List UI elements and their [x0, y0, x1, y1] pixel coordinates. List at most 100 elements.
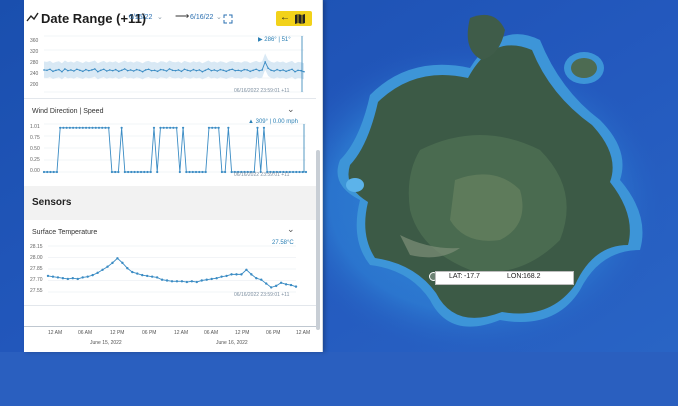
- data-point: [256, 126, 259, 129]
- time-tick: 06 PM: [266, 330, 281, 336]
- data-point: [285, 170, 288, 174]
- data-point: [180, 70, 183, 73]
- data-point: [139, 170, 143, 174]
- data-point: [279, 281, 283, 284]
- data-point: [282, 170, 285, 174]
- time-tick: 06 AM: [204, 330, 219, 336]
- time-tick: 12 AM: [174, 330, 189, 336]
- chevron-down-icon[interactable]: ⌄: [287, 224, 295, 234]
- data-point: [231, 68, 234, 71]
- y-tick: 27.70: [30, 277, 43, 283]
- coordinate-readout: [435, 271, 574, 285]
- data-point: [102, 68, 105, 71]
- data-point: [270, 286, 273, 289]
- temperature-line-chart[interactable]: [46, 245, 298, 293]
- data-point: [156, 70, 159, 73]
- data-point: [191, 170, 194, 174]
- data-point: [126, 170, 130, 174]
- data-point: [155, 276, 159, 279]
- data-point: [96, 271, 99, 275]
- data-point: [86, 275, 89, 278]
- lon-value: 168.2: [523, 273, 541, 280]
- data-point: [126, 267, 129, 270]
- data-point: [185, 280, 189, 284]
- y-tick: 360: [30, 38, 39, 44]
- data-point: [304, 170, 308, 174]
- divider: [24, 305, 316, 306]
- data-point: [210, 277, 213, 281]
- data-point: [61, 277, 65, 280]
- start-date[interactable]: 6/15/22: [129, 14, 153, 21]
- data-point: [165, 70, 168, 72]
- chevron-down-icon[interactable]: ⌄: [287, 104, 295, 114]
- data-point: [85, 68, 87, 71]
- data-point: [56, 276, 60, 279]
- data-point: [123, 170, 126, 174]
- data-point: [46, 69, 48, 72]
- data-point: [294, 285, 298, 288]
- data-point: [58, 68, 60, 71]
- y-tick: 320: [30, 49, 39, 55]
- data-point: [298, 170, 301, 174]
- data-point: [111, 69, 114, 72]
- data-point: [78, 126, 81, 129]
- expand-icon[interactable]: [223, 14, 233, 24]
- chevron-down-icon[interactable]: ⌄: [216, 14, 222, 21]
- data-point: [81, 126, 84, 129]
- data-point: [291, 170, 295, 174]
- data-point: [94, 68, 96, 70]
- data-point: [291, 68, 293, 71]
- data-point: [96, 70, 99, 73]
- data-point: [249, 170, 253, 174]
- data-point: [138, 69, 141, 72]
- data-point: [105, 70, 108, 72]
- data-point: [46, 274, 50, 278]
- data-point: [64, 68, 66, 70]
- data-point: [123, 68, 126, 70]
- data-point: [194, 170, 198, 174]
- data-point: [205, 278, 208, 281]
- data-point: [246, 69, 249, 71]
- data-point: [265, 282, 268, 285]
- data-point: [172, 126, 175, 129]
- data-point: [88, 126, 91, 129]
- end-date[interactable]: 6/16/22: [190, 14, 214, 21]
- data-point: [147, 68, 150, 71]
- data-point: [107, 126, 110, 129]
- data-point: [240, 170, 243, 174]
- data-point: [55, 170, 59, 174]
- data-point: [183, 68, 186, 71]
- data-point: [55, 69, 57, 72]
- chevron-down-icon[interactable]: ⌄: [157, 14, 163, 21]
- data-point: [233, 170, 236, 174]
- data-point: [156, 170, 159, 174]
- data-point: [222, 69, 225, 72]
- data-point: [52, 70, 54, 73]
- data-point: [162, 126, 165, 129]
- y-tick: 240: [30, 71, 39, 77]
- direction-line-chart[interactable]: [43, 35, 305, 93]
- data-point: [114, 170, 117, 174]
- trend-icon: [26, 12, 39, 22]
- data-point: [207, 126, 211, 129]
- wind-line-chart[interactable]: [42, 123, 308, 174]
- back-button[interactable]: ←: [276, 11, 312, 26]
- day-label: June 16, 2022: [216, 340, 248, 346]
- scrollbar[interactable]: [316, 150, 320, 330]
- data-point: [219, 68, 222, 71]
- data-point: [91, 126, 94, 129]
- sensors-heading: Sensors: [32, 197, 72, 208]
- data-point: [250, 273, 253, 276]
- y-tick: 280: [30, 60, 39, 66]
- time-tick: 12 AM: [48, 330, 63, 336]
- data-point: [72, 126, 75, 129]
- data-point: [289, 283, 293, 287]
- data-point: [253, 170, 256, 174]
- temperature-readout: 27.58°C: [272, 240, 294, 246]
- data-point: [270, 69, 272, 72]
- data-point: [236, 170, 240, 174]
- data-point: [66, 277, 70, 281]
- series-line: [44, 127, 306, 173]
- data-point: [144, 69, 147, 71]
